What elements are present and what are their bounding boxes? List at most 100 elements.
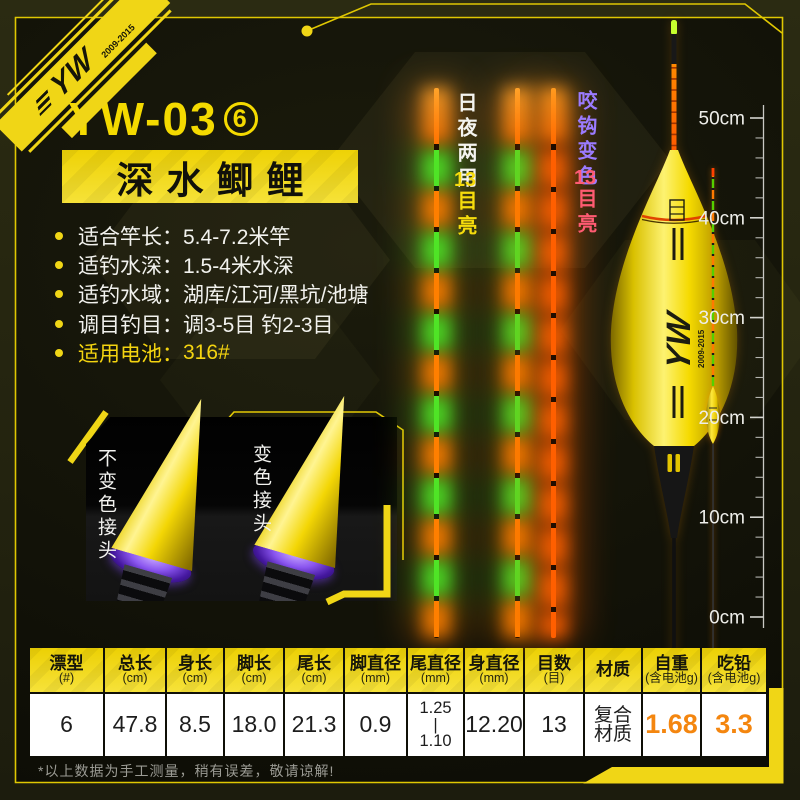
connector-left-label: 不变色接头 <box>95 448 116 563</box>
ruler-label: 50cm <box>699 109 745 130</box>
table-header-cell: 漂型 (#) <box>30 648 103 692</box>
table-column: 目数 (目) 13 <box>525 648 583 756</box>
table-header-cell: 脚直径 (mm) <box>345 648 406 692</box>
table-column: 脚长 (cm) 18.0 <box>225 648 283 756</box>
column-title: 身直径 <box>468 653 520 673</box>
spec-row: 适钓水深： 1.5-4米水深 <box>55 250 369 279</box>
spec-label: 适合竿长： <box>78 225 183 249</box>
spec-row: 适合竿长： 5.4-7.2米竿 <box>55 221 369 250</box>
table-value-cell: 1.25 | 1.10 <box>408 694 463 756</box>
table-header-cell: 总长 (cm) <box>105 648 165 692</box>
table-value-cell: 18.0 <box>225 694 283 756</box>
table-column: 材质 复合 材质 <box>585 648 641 756</box>
table-header-cell: 尾直径 (mm) <box>408 648 463 692</box>
column-unit: (cm) <box>122 671 148 686</box>
column-unit: (mm) <box>420 671 451 686</box>
table-value-cell: 3.3 <box>702 694 766 756</box>
column-title: 材质 <box>596 660 630 680</box>
bullet-dot <box>55 319 63 328</box>
table-value-cell: 6 <box>30 694 103 756</box>
column-title: 尾直径 <box>410 653 461 673</box>
antenna-green-tip <box>671 20 677 35</box>
column-unit: (cm) <box>301 671 327 686</box>
spec-value: 1.5-4米水深 <box>183 255 294 279</box>
connector-right-label: 变色接头 <box>250 444 271 536</box>
column-unit: (#) <box>58 671 75 686</box>
table-column: 尾直径 (mm) 1.25 | 1.10 <box>408 648 463 756</box>
table-column: 吃铅 (含电池g) 3.3 <box>702 648 766 756</box>
ruler-label: 10cm <box>699 508 745 529</box>
column-title: 脚长 <box>237 653 271 673</box>
spec-row: 适用电池： 316# <box>55 339 369 368</box>
table-header-cell: 身长 (cm) <box>167 648 223 692</box>
table-column: 尾长 (cm) 21.3 <box>285 648 343 756</box>
spec-label: 适钓水深： <box>78 255 183 279</box>
table-column: 自重 (含电池g) 1.68 <box>643 648 700 756</box>
spec-label: 调目钓目： <box>78 313 183 337</box>
table-value-cell: 8.5 <box>167 694 223 756</box>
table-header-cell: 吃铅 (含电池g) <box>702 648 766 692</box>
spec-label: 适用电池： <box>78 343 183 367</box>
table-value-cell: 13 <box>525 694 583 756</box>
spec-row: 调目钓目： 调3-5目 钓2-3目 <box>55 309 369 338</box>
connector-cones <box>86 390 397 601</box>
column-title: 吃铅 <box>717 653 751 673</box>
spec-value: 湖库/江河/黑坑/池塘 <box>183 284 369 308</box>
table-column: 身直径 (mm) 12.20 <box>465 648 523 756</box>
column-unit: (cm) <box>182 671 208 686</box>
float-cone <box>111 390 238 571</box>
bullet-dot <box>55 261 63 270</box>
column-title: 总长 <box>118 653 152 673</box>
ruler: 50cm 40cm 30cm 20cm 10cm 0cm <box>699 105 765 629</box>
led-tail-day-night-2 <box>495 88 540 638</box>
column-unit: (含电池g) <box>645 671 698 686</box>
table-column: 脚直径 (mm) 0.9 <box>345 648 406 756</box>
table-column: 总长 (cm) 47.8 <box>105 648 165 756</box>
spec-label: 适钓水域： <box>78 284 183 308</box>
column-title: 脚直径 <box>350 653 401 673</box>
table-value-cell: 12.20 <box>465 694 523 756</box>
column-title: 自重 <box>654 653 689 673</box>
logo-years: 2009-2015 <box>99 22 137 60</box>
bite-bright-label: 13目亮 <box>574 168 596 238</box>
antenna-black-band <box>671 34 677 64</box>
table-header-cell: 材质 <box>585 648 641 692</box>
bullet-dot <box>55 349 63 358</box>
column-unit: (cm) <box>241 671 267 686</box>
table-header-cell: 尾长 (cm) <box>285 648 343 692</box>
spec-row: 适钓水域： 湖库/江河/黑坑/池塘 <box>55 280 369 309</box>
ruler-label: 40cm <box>699 208 745 229</box>
table-header-cell: 目数 (目) <box>525 648 583 692</box>
table-header-cell: 脚长 (cm) <box>225 648 283 692</box>
led-tail-day-night-1 <box>414 88 459 638</box>
spec-value: 调3-5目 钓2-3目 <box>183 313 334 337</box>
model-variant-badge: 6 <box>223 102 258 136</box>
day-night-bright-label: 13目亮 <box>454 170 476 240</box>
column-title: 尾长 <box>297 653 331 673</box>
column-unit: (mm) <box>479 671 509 686</box>
logo-mark <box>36 89 52 116</box>
column-title: 目数 <box>537 653 571 673</box>
column-unit: (mm) <box>360 671 391 686</box>
table-column: 漂型 (#) 6 <box>30 648 103 756</box>
table-value-cell: 1.68 <box>643 694 700 756</box>
table-value-cell: 复合 材质 <box>585 694 641 756</box>
table-value-cell: 0.9 <box>345 694 406 756</box>
bullet-dot <box>55 231 63 240</box>
product-name-banner: 深水鲫鲤 <box>62 150 358 203</box>
spec-list: 适合竿长： 5.4-7.2米竿 适钓水深： 1.5-4米水深 适钓水域： 湖库/江河/黑坑… <box>55 221 369 368</box>
column-unit: (目) <box>543 671 565 686</box>
column-title: 漂型 <box>49 653 84 673</box>
column-unit: (含电池g) <box>707 671 761 686</box>
ruler-label: 0cm <box>709 608 745 629</box>
column-title: 身长 <box>178 653 212 673</box>
spec-table: 漂型 (#) 6 总长 (cm) 47.8 身长 (cm) 8.5 脚长 (cm) 18.0 尾长 (cm… <box>30 648 770 756</box>
footer-note: *以上数据为手工测量，稍有误差，敬请谅解! <box>38 763 335 779</box>
ruler-label: 20cm <box>699 408 745 429</box>
table-value-cell: 47.8 <box>105 694 165 756</box>
bullet-dot <box>55 290 63 299</box>
spec-value: 316# <box>183 341 230 365</box>
spec-value: 5.4-7.2米竿 <box>183 225 291 249</box>
ruler-label: 30cm <box>699 308 745 329</box>
